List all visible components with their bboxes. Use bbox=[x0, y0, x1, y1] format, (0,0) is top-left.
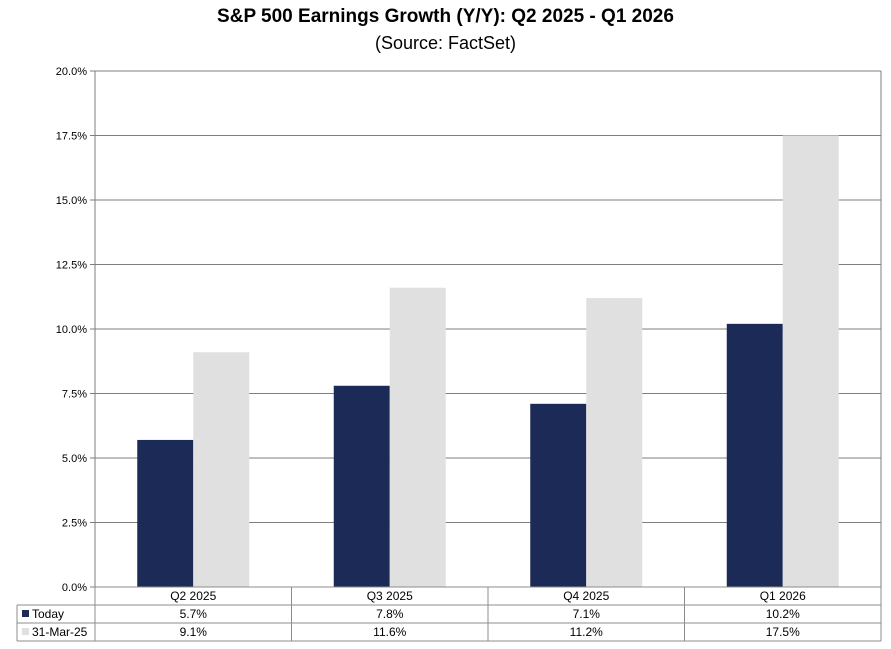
data-label: 5.7% bbox=[180, 607, 208, 621]
x-tick-label: Q4 2025 bbox=[563, 589, 609, 603]
y-tick-label: 7.5% bbox=[62, 389, 87, 401]
y-tick-label: 5.0% bbox=[62, 453, 87, 465]
legend-key-today bbox=[22, 610, 29, 617]
x-tick-label: Q2 2025 bbox=[170, 589, 216, 603]
y-tick-label: 17.5% bbox=[56, 131, 87, 143]
bar-march-q3-2025 bbox=[389, 287, 446, 587]
y-tick-label: 2.5% bbox=[62, 518, 87, 530]
chart-subtitle: (Source: FactSet) bbox=[374, 33, 517, 53]
y-tick-label: 0.0% bbox=[62, 582, 87, 594]
legend-key-march bbox=[22, 628, 29, 635]
y-tick-label: 10.0% bbox=[56, 324, 87, 336]
data-label: 7.8% bbox=[376, 607, 404, 621]
chart-title: S&P 500 Earnings Growth (Y/Y): Q2 2025 -… bbox=[217, 6, 674, 27]
bar-today-q1-2026 bbox=[726, 323, 783, 587]
data-label: 17.5% bbox=[766, 625, 800, 639]
y-tick-label: 15.0% bbox=[56, 195, 87, 207]
data-label: 10.2% bbox=[766, 607, 800, 621]
data-label: 9.1% bbox=[180, 625, 208, 639]
bar-today-q3-2025 bbox=[333, 385, 390, 587]
bar-march-q2-2025 bbox=[193, 352, 250, 587]
x-tick-label: Q3 2025 bbox=[367, 589, 413, 603]
data-label: 11.2% bbox=[570, 625, 603, 639]
bar-today-q2-2025 bbox=[137, 439, 194, 587]
legend-label-today: Today bbox=[32, 607, 64, 621]
data-label: 7.1% bbox=[573, 607, 601, 621]
legend-label-march: 31-Mar-25 bbox=[32, 625, 88, 639]
bar-march-q1-2026 bbox=[782, 135, 839, 587]
x-tick-label: Q1 2026 bbox=[760, 589, 806, 603]
bar-march-q4-2025 bbox=[586, 298, 643, 587]
data-label: 11.6% bbox=[373, 625, 406, 639]
y-tick-label: 20.0% bbox=[56, 66, 87, 78]
bar-today-q4-2025 bbox=[530, 403, 587, 587]
y-tick-label: 12.5% bbox=[56, 260, 87, 272]
